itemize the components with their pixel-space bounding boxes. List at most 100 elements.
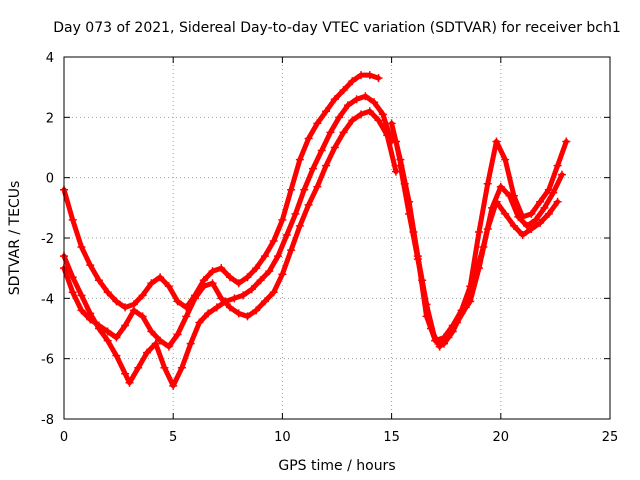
data-point	[86, 261, 95, 270]
data-point	[260, 252, 269, 261]
data-point	[514, 212, 523, 221]
data-point	[553, 161, 562, 170]
data-point	[287, 246, 296, 255]
data-point	[396, 161, 405, 170]
data-point	[501, 155, 510, 164]
data-point	[523, 221, 532, 230]
data-point	[348, 116, 357, 125]
data-point	[112, 333, 121, 342]
data-point	[252, 264, 261, 273]
data-point	[361, 92, 370, 101]
data-point	[531, 215, 540, 224]
data-point	[225, 273, 234, 282]
data-point	[147, 279, 156, 288]
data-point	[339, 86, 348, 95]
data-point	[553, 197, 562, 206]
data-point	[243, 312, 252, 321]
grid-lines	[64, 57, 610, 419]
series-line	[61, 72, 381, 310]
y-axis-label: SDTVAR / TECUs	[7, 181, 23, 296]
data-point	[496, 182, 505, 191]
data-point	[195, 318, 204, 327]
data-point	[239, 291, 248, 300]
x-tick-label: 10	[274, 430, 291, 445]
y-tick-label: -8	[41, 413, 54, 428]
data-point	[208, 279, 217, 288]
data-point	[287, 185, 296, 194]
data-point	[77, 306, 86, 315]
data-point	[191, 294, 200, 303]
y-tick-label: 4	[46, 51, 54, 66]
data-point	[94, 276, 103, 285]
data-point	[391, 167, 400, 176]
axis-ticks: 0 5 10 15 20 25 -8 -6 -4 -2 0 2 4	[41, 51, 618, 445]
data-point	[278, 215, 287, 224]
data-point	[256, 276, 265, 285]
data-point	[234, 279, 243, 288]
x-tick-label: 5	[169, 430, 177, 445]
data-point	[208, 267, 217, 276]
data-point	[182, 312, 191, 321]
data-point	[173, 330, 182, 339]
data-point	[536, 218, 545, 227]
y-tick-label: -4	[41, 292, 54, 307]
data-point	[448, 327, 457, 336]
data-point	[536, 197, 545, 206]
y-tick-label: -2	[41, 232, 54, 247]
data-point	[322, 107, 331, 116]
data-point	[142, 348, 151, 357]
data-series	[60, 71, 571, 390]
data-point	[501, 209, 510, 218]
data-point	[544, 209, 553, 218]
data-point	[474, 264, 483, 273]
data-point	[422, 300, 431, 309]
data-point	[295, 221, 304, 230]
data-point	[440, 339, 449, 348]
data-point	[378, 110, 387, 119]
data-point	[365, 71, 374, 80]
data-point	[313, 182, 322, 191]
data-point	[348, 77, 357, 86]
data-point	[326, 128, 335, 137]
data-point	[217, 264, 226, 273]
data-point	[322, 161, 331, 170]
data-point	[282, 230, 291, 239]
data-point	[68, 288, 77, 297]
data-point	[304, 200, 313, 209]
data-point	[199, 282, 208, 291]
data-point	[151, 339, 160, 348]
data-point	[212, 303, 221, 312]
data-point	[357, 71, 366, 80]
data-point	[509, 221, 518, 230]
data-point	[562, 137, 571, 146]
data-point	[505, 191, 514, 200]
y-tick-label: 2	[46, 111, 54, 126]
data-point	[343, 101, 352, 110]
data-point	[121, 303, 130, 312]
x-tick-label: 15	[383, 430, 400, 445]
y-tick-label: 0	[46, 172, 54, 187]
data-point	[557, 170, 566, 179]
data-point	[164, 282, 173, 291]
data-point	[164, 342, 173, 351]
series-track-2	[60, 92, 396, 390]
data-point	[169, 381, 178, 390]
data-point	[243, 273, 252, 282]
data-point	[269, 288, 278, 297]
data-point	[405, 209, 414, 218]
data-point	[68, 273, 77, 282]
data-point	[230, 294, 239, 303]
data-point	[103, 327, 112, 336]
data-point	[357, 110, 366, 119]
data-point	[291, 209, 300, 218]
data-point	[330, 143, 339, 152]
data-point	[177, 363, 186, 372]
data-point	[492, 137, 501, 146]
data-point	[374, 116, 383, 125]
x-tick-label: 25	[602, 430, 619, 445]
data-point	[160, 363, 169, 372]
data-point	[134, 363, 143, 372]
data-point	[103, 288, 112, 297]
data-point	[374, 74, 383, 83]
